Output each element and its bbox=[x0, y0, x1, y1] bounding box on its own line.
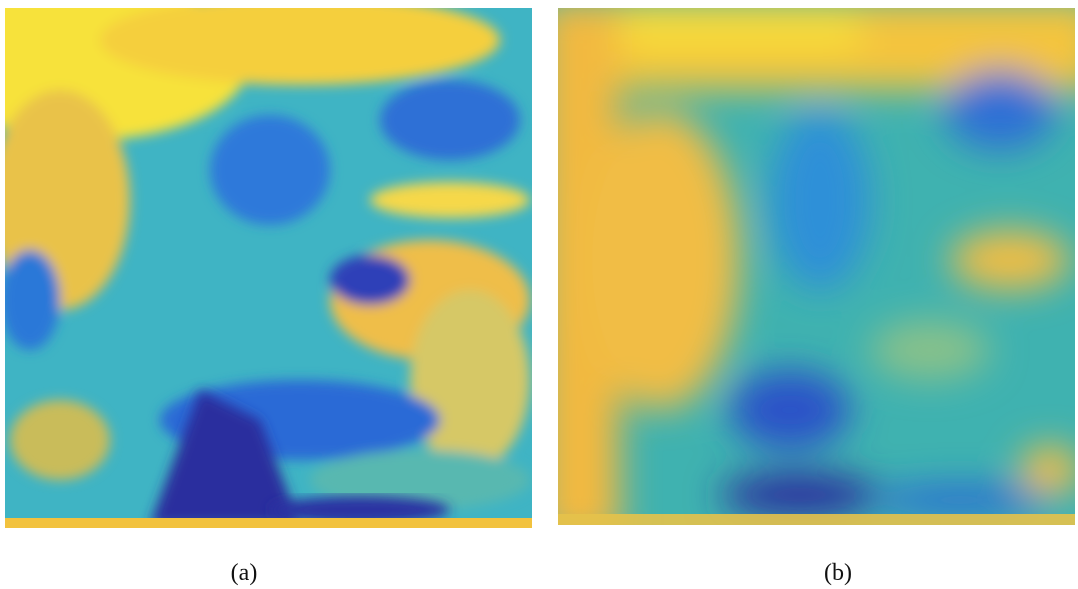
figure-images bbox=[0, 0, 1078, 589]
figure: (a) (b) (() => { const data = JSON.parse… bbox=[0, 0, 1078, 589]
panel-b-image bbox=[540, 0, 1078, 540]
caption-b: (b) bbox=[788, 560, 888, 587]
caption-a: (a) bbox=[194, 560, 294, 587]
panel-a-image bbox=[0, 0, 532, 528]
